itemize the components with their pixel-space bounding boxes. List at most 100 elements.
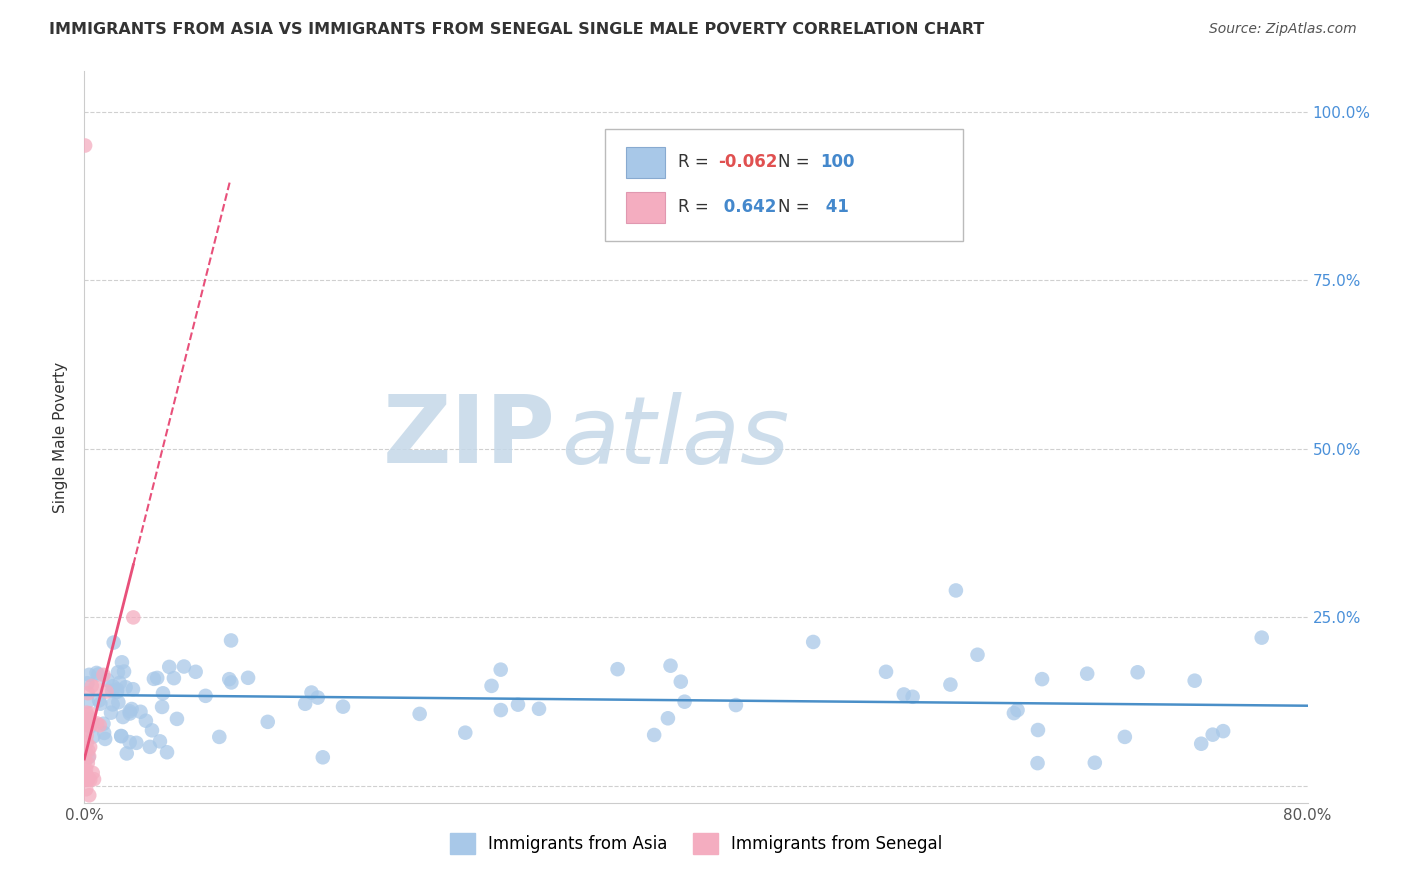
Point [489,703,512,717]
Point [1126,665,1149,680]
Point [93,716,115,731]
Point [256,714,278,729]
Point [75,138,97,153]
Point [166,712,188,726]
Point [163,671,186,685]
Point [77,717,100,731]
Point [76,729,98,743]
Point [79,717,101,731]
Point [218,672,240,686]
Point [301,685,323,699]
Point [118,704,141,718]
Point [527,702,550,716]
Text: atlas: atlas [561,392,790,483]
Point [150,700,173,714]
Point [73,767,96,781]
Point [75,762,97,776]
Point [105,685,128,699]
Point [724,698,747,712]
Point [294,697,316,711]
Point [89,697,111,711]
Point [75,744,97,758]
Point [101,698,124,712]
Point [94,731,117,746]
Point [75,772,97,787]
Point [77,750,100,764]
Point [79,706,101,721]
Text: ZIP: ZIP [382,391,555,483]
Point [966,648,988,662]
Point [75,782,97,797]
Point [1026,756,1049,771]
Point [108,676,131,690]
Point [129,705,152,719]
Point [606,662,628,676]
Point [208,730,231,744]
Text: N =: N = [778,153,814,171]
Point [76,736,98,750]
Point [77,789,100,803]
Text: -0.062: -0.062 [718,153,778,171]
Point [1031,672,1053,686]
Point [107,665,129,680]
Point [77,744,100,758]
Point [96,673,118,688]
Point [152,686,174,700]
Point [489,663,512,677]
Point [122,610,145,624]
Text: R =: R = [678,198,714,216]
Point [82,730,104,744]
Point [77,772,100,787]
Point [76,722,98,736]
Point [173,659,195,673]
Point [118,735,141,749]
Point [1250,631,1272,645]
Point [669,674,692,689]
Point [659,658,682,673]
Point [149,734,172,748]
Point [481,679,503,693]
Y-axis label: Single Male Poverty: Single Male Poverty [53,361,69,513]
Point [801,635,824,649]
Point [75,769,97,783]
Point [1184,673,1206,688]
Point [157,660,180,674]
Point [1212,724,1234,739]
Point [332,699,354,714]
Text: 0.642: 0.642 [718,198,778,216]
Point [1002,706,1025,720]
Point [80,679,103,693]
Point [114,680,136,694]
Text: 100: 100 [820,153,855,171]
Point [105,682,128,697]
Point [103,635,125,649]
Point [84,681,107,695]
Point [77,709,100,723]
Point [142,672,165,686]
Point [73,772,96,787]
Point [875,665,897,679]
Point [82,765,104,780]
Point [194,689,217,703]
Point [76,695,98,709]
Point [73,710,96,724]
Text: N =: N = [778,198,814,216]
Point [76,769,98,783]
Point [75,772,97,787]
Point [111,710,134,724]
Point [110,729,132,743]
Point [101,679,124,693]
Point [83,772,105,787]
Point [121,702,143,716]
Point [100,706,122,720]
Point [76,756,98,770]
Point [312,750,335,764]
Point [236,671,259,685]
Point [77,749,100,764]
Point [139,739,162,754]
Text: R =: R = [678,153,714,171]
Point [112,665,135,679]
Point [86,716,108,731]
Point [657,711,679,725]
Point [76,706,98,720]
